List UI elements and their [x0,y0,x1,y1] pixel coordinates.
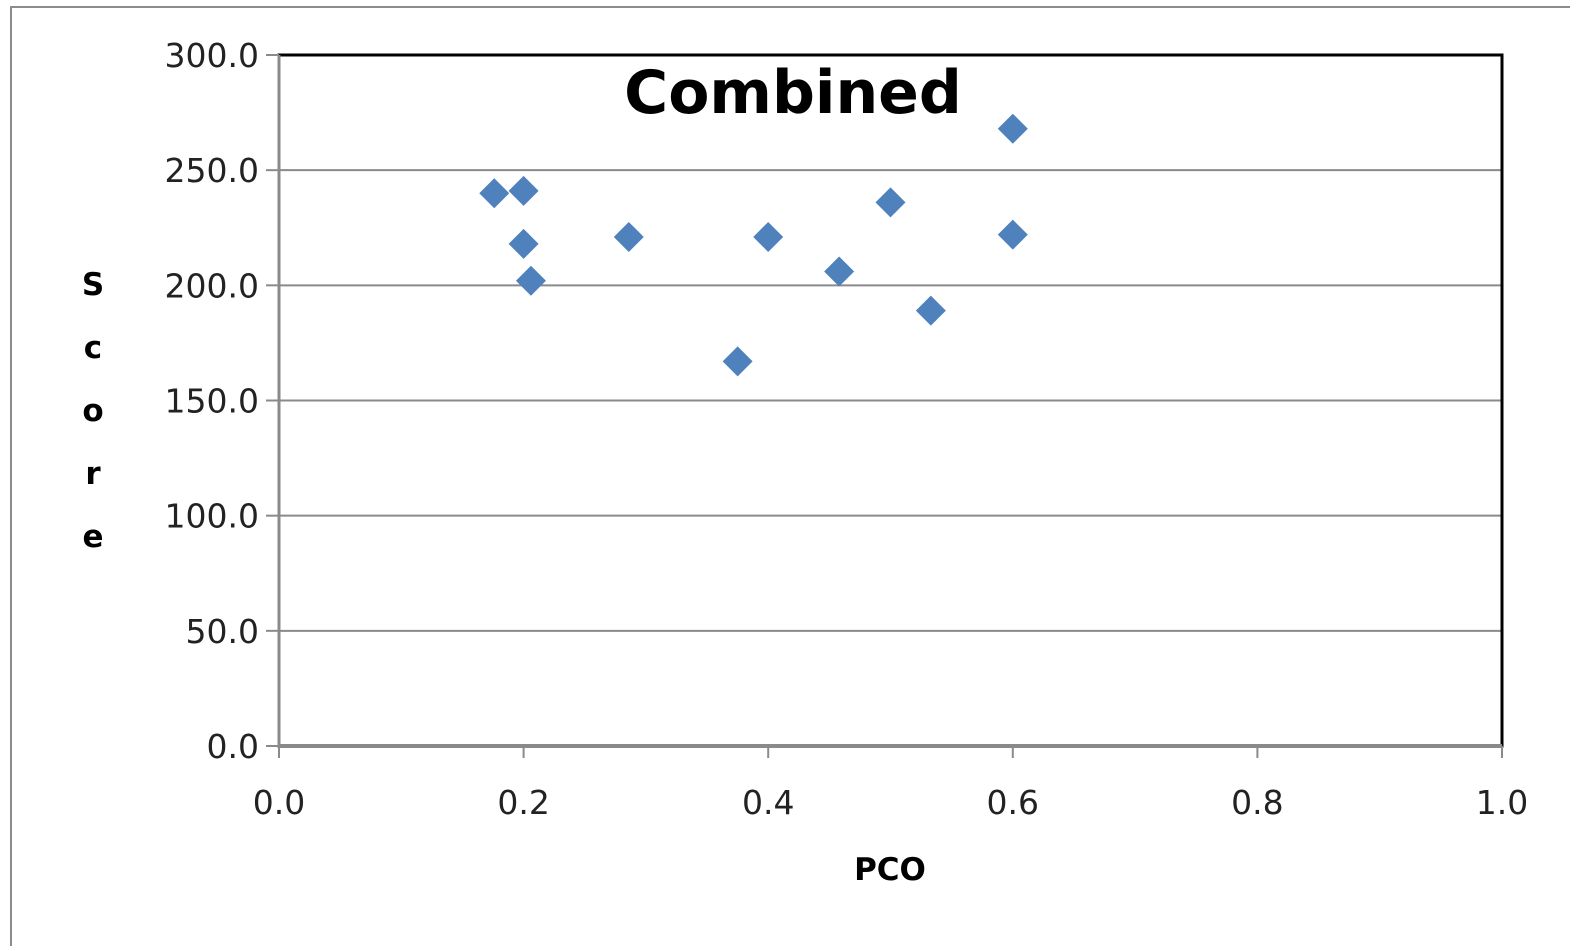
y-axis-title-letter: S [82,267,104,303]
y-tick-label: 250.0 [165,151,259,190]
data-point [915,295,946,326]
x-tick-label: 1.0 [1476,783,1528,822]
data-point [508,175,539,206]
data-point [753,221,784,252]
y-tick-label: 200.0 [165,266,259,305]
y-tick-label: 50.0 [186,612,259,651]
x-tick-label: 0.4 [742,783,794,822]
data-point [508,228,539,259]
data-points [479,113,1028,377]
x-tick-label: 0.6 [987,783,1039,822]
y-axis-title-letter: r [85,456,101,492]
data-point [722,346,753,377]
data-point [479,178,510,209]
x-tick-label: 0.2 [497,783,549,822]
y-tick-label: 100.0 [165,497,259,536]
y-axis-title-letter: e [82,519,103,555]
chart-title: Combined [624,58,962,128]
y-tick-label: 150.0 [165,382,259,421]
y-axis-title-letter: c [84,330,102,366]
data-point [875,187,906,218]
tick-labels: 0.0 50.0 100.0 150.0 200.0 250.0 300.0 0.0 0.2 0.… [165,36,1529,822]
x-tick-label: 0.0 [253,783,305,822]
y-tick-label: 300.0 [165,36,259,75]
x-axis-title: PCO [854,852,926,888]
data-point [824,256,855,287]
data-point [613,221,644,252]
data-point [515,265,546,296]
x-tick-label: 0.8 [1231,783,1283,822]
y-tick-label: 0.0 [207,727,259,766]
data-point [997,219,1028,250]
axes [266,54,1503,758]
data-point [997,113,1028,144]
y-axis-title-letter: o [82,393,103,429]
